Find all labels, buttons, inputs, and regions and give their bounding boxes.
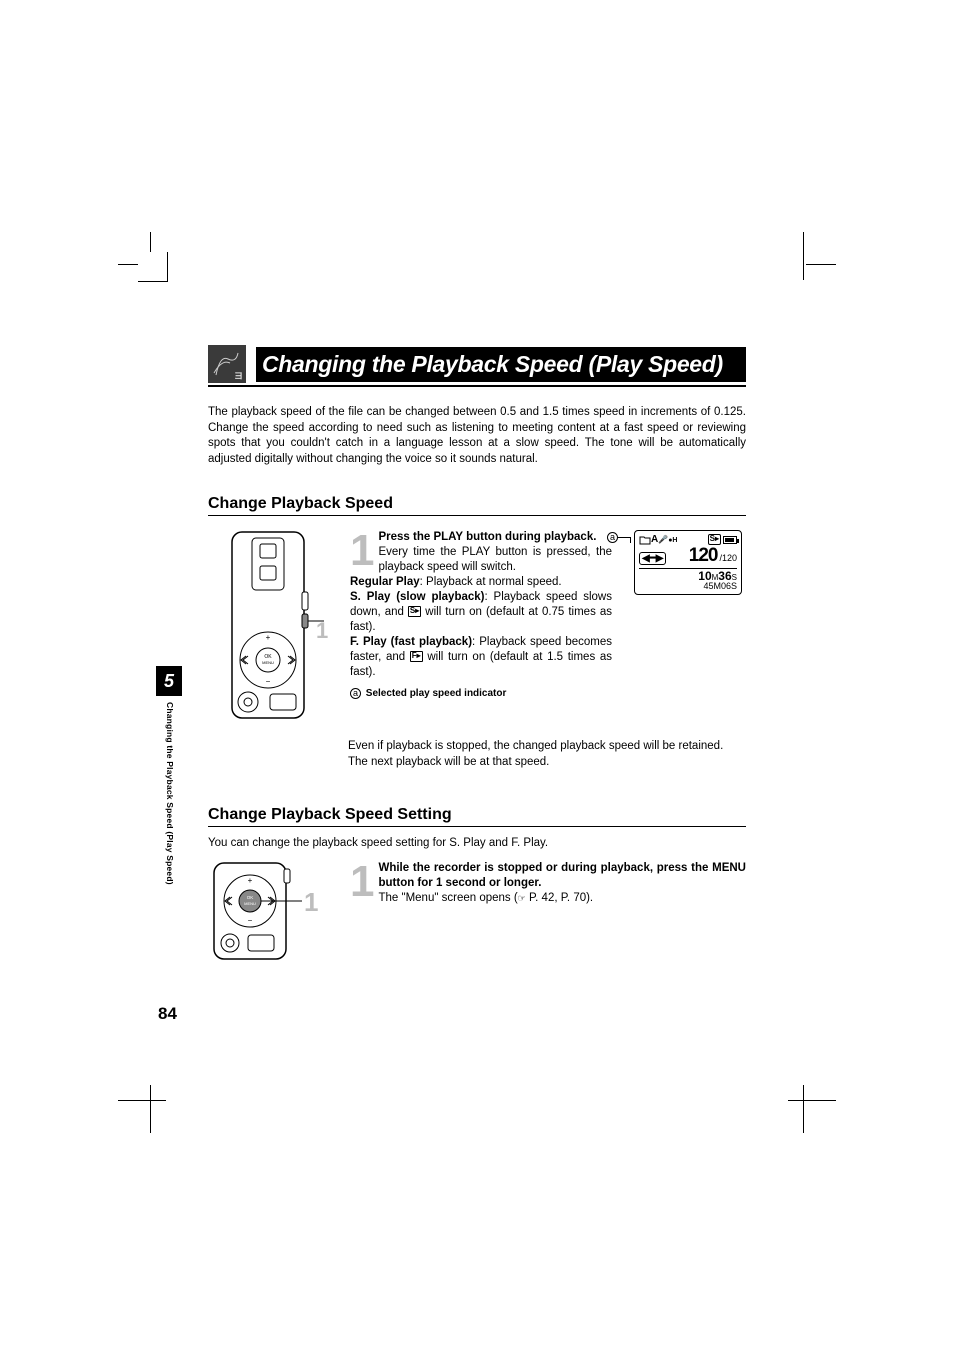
- step-lead: While the recorder is stopped or during …: [378, 862, 746, 889]
- step-body: Every time the PLAY button is pressed, t…: [350, 545, 612, 575]
- play-mode-icon: ◀━▶: [639, 552, 666, 565]
- slow-speed-icon: S▸: [408, 606, 421, 617]
- section-heading: Change Playback Speed: [208, 495, 746, 516]
- svg-text:+: +: [248, 876, 253, 885]
- regular-play-line: Regular Play: Playback at normal speed.: [350, 575, 612, 590]
- svg-text:1: 1: [304, 887, 318, 917]
- button-ref: MENU: [712, 862, 746, 874]
- fast-speed-icon: F▸: [410, 651, 423, 662]
- crop-mark: [803, 1085, 804, 1133]
- slow-play-line: S. Play (slow playback): Playback speed …: [350, 590, 612, 635]
- section2-intro: You can change the playback speed settin…: [208, 837, 746, 849]
- text: button for 1 second or longer.: [378, 877, 541, 889]
- svg-text:MENU: MENU: [262, 660, 274, 665]
- svg-text:OK: OK: [247, 895, 254, 900]
- callout-marker: a: [350, 688, 361, 699]
- fast-play-line: F. Play (fast playback): Playback speed …: [350, 635, 612, 680]
- mic-label: ●H: [668, 537, 677, 544]
- step-number: 1: [350, 867, 374, 898]
- svg-text:1: 1: [316, 618, 328, 643]
- callout-caption: a Selected play speed indicator: [350, 687, 612, 700]
- side-label: Changing the Playback Speed (Play Speed): [165, 702, 175, 885]
- svg-text:−: −: [266, 677, 271, 686]
- text: : Playback at normal speed.: [420, 576, 562, 588]
- step-text: 1 While the recorder is stopped or durin…: [350, 861, 746, 966]
- lcd-column: A 🎤●H S▸ ◀━▶ 120/120 10M36S 45M06S: [626, 530, 746, 725]
- text: While the recorder is stopped or during …: [378, 862, 712, 874]
- crop-mark: [138, 252, 168, 282]
- crop-mark: [150, 1085, 151, 1133]
- crop-mark: [803, 232, 804, 280]
- svg-text:MENU: MENU: [244, 901, 256, 906]
- button-ref: PLAY: [433, 531, 462, 543]
- title-icon: ヨ: [208, 345, 246, 383]
- label: Regular Play: [350, 576, 420, 588]
- step-text: 1 Press the PLAY button during playback.…: [350, 530, 612, 725]
- section1-columns: OK MENU + − 1 1 Press the PLAY butt: [208, 530, 746, 725]
- crop-mark: [118, 1100, 166, 1101]
- chapter-number: 5: [156, 666, 182, 696]
- file-number: 120: [689, 545, 718, 567]
- text: button during playback.: [463, 531, 597, 543]
- page-title-row: ヨ Changing the Playback Speed (Play Spee…: [208, 345, 746, 387]
- retain-note: Even if playback is stopped, the changed…: [348, 739, 746, 770]
- intro-paragraph: The playback speed of the file can be ch…: [208, 405, 746, 467]
- speed-indicator-icon: S▸: [708, 534, 721, 545]
- lcd-remain-row: 45M06S: [639, 581, 737, 591]
- folder-icon: A: [639, 534, 658, 545]
- chapter-tab: 5 Changing the Playback Speed (Play Spee…: [156, 666, 182, 885]
- text: The "Menu" screen opens (: [378, 892, 517, 904]
- lcd-screen: A 🎤●H S▸ ◀━▶ 120/120 10M36S 45M06S: [634, 530, 742, 595]
- crop-mark: [788, 1100, 836, 1101]
- crop-mark: [150, 232, 151, 252]
- device-illustration: OK MENU + − 1: [208, 861, 336, 966]
- section-heading: Change Playback Speed Setting: [208, 806, 746, 827]
- svg-text:+: +: [266, 633, 271, 642]
- battery-icon: [723, 536, 737, 544]
- svg-text:−: −: [248, 916, 253, 925]
- text: Press the: [378, 531, 433, 543]
- section2-columns: OK MENU + − 1 1 While the recorder is st…: [208, 861, 746, 966]
- lcd-file-row: ◀━▶ 120/120: [639, 545, 737, 569]
- folder-letter: A: [651, 534, 658, 545]
- text: P. 42, P. 70).: [526, 892, 593, 904]
- callout-text: Selected play speed indicator: [366, 688, 507, 699]
- callout-marker-leader: a: [607, 532, 618, 543]
- label: S. Play (slow playback): [350, 591, 485, 603]
- svg-text:ヨ: ヨ: [234, 371, 243, 381]
- step-lead: Press the PLAY button during playback.: [378, 531, 596, 543]
- crop-mark: [806, 264, 836, 265]
- file-total: /120: [719, 553, 737, 563]
- label: F. Play (fast playback): [350, 636, 472, 648]
- page-number: 84: [158, 1004, 177, 1024]
- reference-icon: ☞: [518, 893, 526, 903]
- crop-mark: [118, 264, 138, 265]
- mic-sens-icon: 🎤●H: [658, 535, 677, 544]
- step-body: The "Menu" screen opens (☞ P. 42, P. 70)…: [350, 891, 746, 906]
- device-illustration: OK MENU + − 1: [208, 530, 336, 725]
- page-title: Changing the Playback Speed (Play Speed): [256, 347, 746, 382]
- step-number: 1: [350, 536, 374, 567]
- lcd-status-row: A 🎤●H S▸: [639, 534, 737, 545]
